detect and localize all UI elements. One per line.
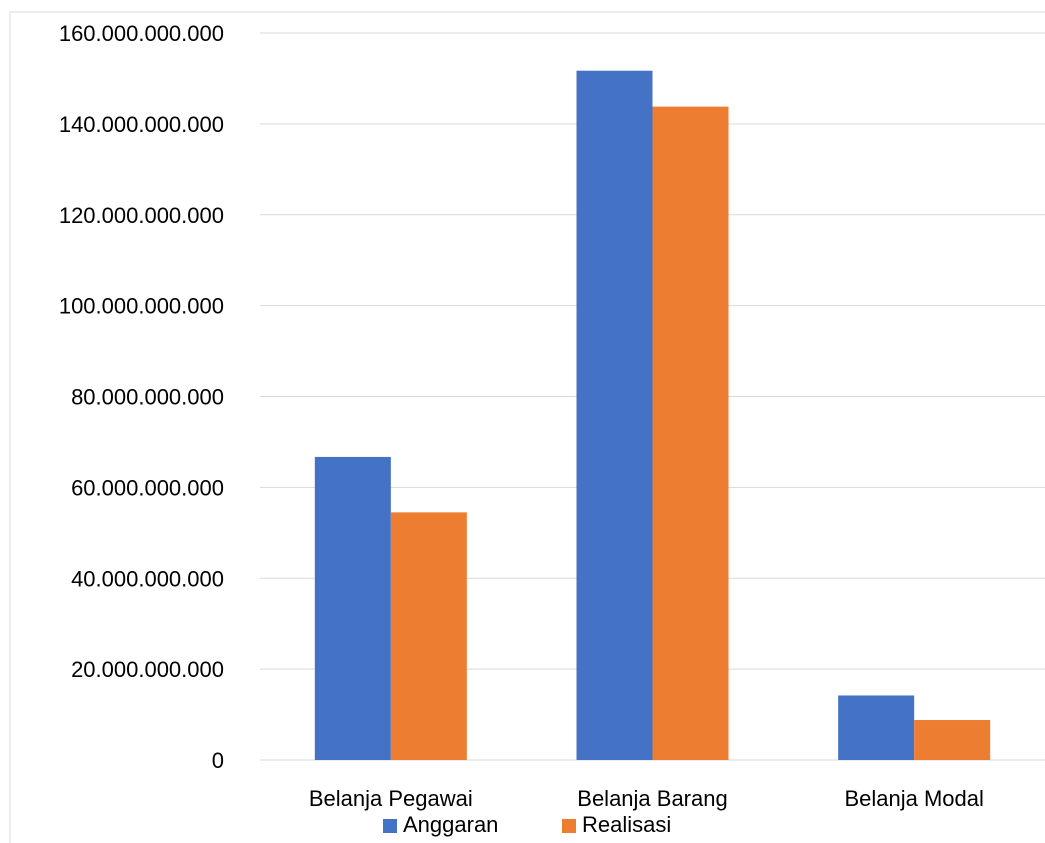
legend: Anggaran Realisasi <box>383 812 671 837</box>
bar-realisasi-1 <box>390 512 467 760</box>
y-tick-label: 100.000.000.000 <box>59 294 224 319</box>
bars <box>314 70 991 760</box>
y-tick-label: 60.000.000.000 <box>71 475 224 500</box>
y-axis-tick-labels: 0 20.000.000.000 40.000.000.000 60.000.000.… <box>59 21 224 773</box>
x-tick-label: Belanja Pegawai <box>309 786 473 811</box>
y-tick-label: 40.000.000.000 <box>71 566 224 591</box>
y-tick-label: 160.000.000.000 <box>59 21 224 46</box>
y-tick-label: 0 <box>212 748 224 773</box>
x-tick-label: Belanja Modal <box>844 786 983 811</box>
y-tick-label: 140.000.000.000 <box>59 112 224 137</box>
x-tick-label: Belanja Barang <box>577 786 727 811</box>
legend-swatch-realisasi <box>562 819 576 833</box>
legend-label-anggaran: Anggaran <box>403 812 498 837</box>
bar-anggaran-3 <box>838 695 915 760</box>
bar-realisasi-2 <box>652 106 729 760</box>
bar-realisasi-3 <box>914 720 991 760</box>
y-tick-label: 20.000.000.000 <box>71 657 224 682</box>
legend-swatch-anggaran <box>383 819 397 833</box>
legend-label-realisasi: Realisasi <box>582 812 671 837</box>
y-tick-label: 80.000.000.000 <box>71 385 224 410</box>
x-axis-tick-labels: Belanja Pegawai Belanja Barang Belanja Mod… <box>309 786 984 811</box>
y-tick-label: 120.000.000.000 <box>59 203 224 228</box>
plot-border <box>9 11 1045 843</box>
bar-anggaran-1 <box>314 456 391 760</box>
bar-anggaran-2 <box>576 70 653 760</box>
